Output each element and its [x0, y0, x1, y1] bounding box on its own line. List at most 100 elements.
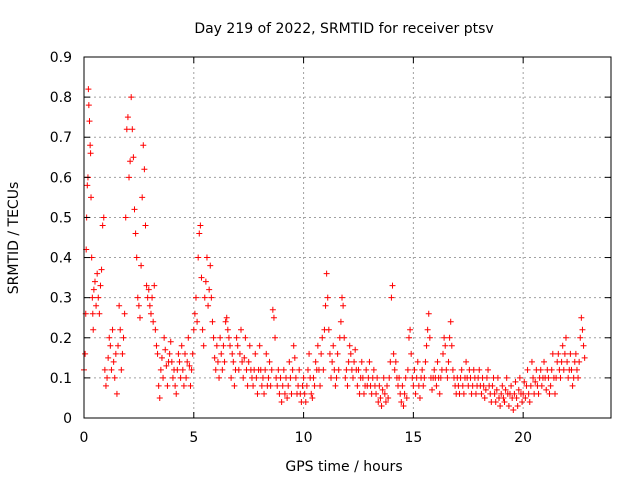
data-point	[320, 366, 327, 373]
data-point	[366, 358, 373, 365]
data-point	[549, 350, 556, 357]
data-point	[87, 150, 94, 157]
data-point	[104, 374, 111, 381]
data-point	[548, 366, 555, 373]
data-point	[402, 374, 409, 381]
data-point	[514, 402, 521, 409]
data-point	[426, 334, 433, 341]
data-point	[108, 366, 115, 373]
y-axis-label: SRMTID / TECUs	[6, 182, 22, 295]
data-point	[562, 334, 569, 341]
data-point	[425, 310, 432, 317]
data-point	[337, 318, 344, 325]
data-point	[334, 350, 341, 357]
data-point	[302, 398, 309, 405]
data-point	[576, 358, 583, 365]
data-point	[198, 274, 205, 281]
data-point	[436, 390, 443, 397]
data-point	[178, 342, 185, 349]
data-point	[167, 338, 174, 345]
data-point	[543, 386, 550, 393]
data-point	[192, 294, 199, 301]
data-point	[499, 382, 506, 389]
data-point	[153, 342, 160, 349]
data-point	[259, 374, 266, 381]
x-tick-label: 20	[514, 430, 532, 446]
data-point	[561, 350, 568, 357]
data-point	[447, 318, 454, 325]
data-point	[332, 382, 339, 389]
data-point	[82, 350, 89, 357]
data-point	[494, 374, 501, 381]
y-tick-label: 0.8	[50, 90, 72, 106]
y-tick-label: 0.6	[50, 170, 72, 186]
data-point	[118, 366, 125, 373]
data-point	[179, 366, 186, 373]
grid-lines	[84, 57, 611, 418]
data-point	[190, 326, 197, 333]
data-point	[560, 366, 567, 373]
data-point	[211, 354, 218, 361]
data-point	[127, 158, 134, 165]
data-point	[470, 366, 477, 373]
data-point	[90, 326, 97, 333]
data-point	[304, 366, 311, 373]
data-point	[410, 382, 417, 389]
data-point	[275, 366, 282, 373]
data-point	[389, 282, 396, 289]
data-point	[197, 222, 204, 229]
data-point	[138, 262, 145, 269]
data-point	[101, 366, 108, 373]
data-point	[522, 394, 529, 401]
data-point	[168, 358, 175, 365]
data-point	[340, 302, 347, 309]
data-point	[424, 326, 431, 333]
data-point	[188, 366, 195, 373]
data-point	[546, 390, 553, 397]
data-point	[139, 194, 146, 201]
data-point	[105, 354, 112, 361]
data-point	[325, 326, 332, 333]
data-point	[329, 358, 336, 365]
data-point	[151, 282, 158, 289]
data-point	[420, 382, 427, 389]
data-point	[246, 342, 253, 349]
data-point	[472, 390, 479, 397]
data-point	[333, 374, 340, 381]
data-point	[326, 350, 333, 357]
data-point	[335, 366, 342, 373]
x-tick-label: 10	[295, 430, 313, 446]
data-point	[535, 390, 542, 397]
data-point	[212, 366, 219, 373]
data-point	[480, 382, 487, 389]
data-point	[408, 350, 415, 357]
data-point	[85, 86, 92, 93]
data-point	[180, 382, 187, 389]
data-point	[429, 386, 436, 393]
data-point	[503, 374, 510, 381]
data-point	[400, 402, 407, 409]
data-point	[106, 334, 113, 341]
data-point	[133, 254, 140, 261]
data-point	[577, 334, 584, 341]
data-point	[195, 254, 202, 261]
data-point	[205, 302, 212, 309]
data-point	[380, 374, 387, 381]
data-point	[229, 350, 236, 357]
data-point	[281, 390, 288, 397]
data-point	[176, 358, 183, 365]
data-point	[422, 358, 429, 365]
data-point	[206, 286, 213, 293]
data-point	[527, 382, 534, 389]
data-point	[166, 350, 173, 357]
data-point	[115, 342, 122, 349]
data-point	[238, 326, 245, 333]
y-tick-label: 0.7	[50, 130, 72, 146]
data-point	[521, 378, 528, 385]
data-point	[269, 306, 276, 313]
data-point	[218, 350, 225, 357]
data-point	[443, 366, 450, 373]
data-point	[284, 394, 291, 401]
data-point	[191, 310, 198, 317]
data-point	[558, 358, 565, 365]
